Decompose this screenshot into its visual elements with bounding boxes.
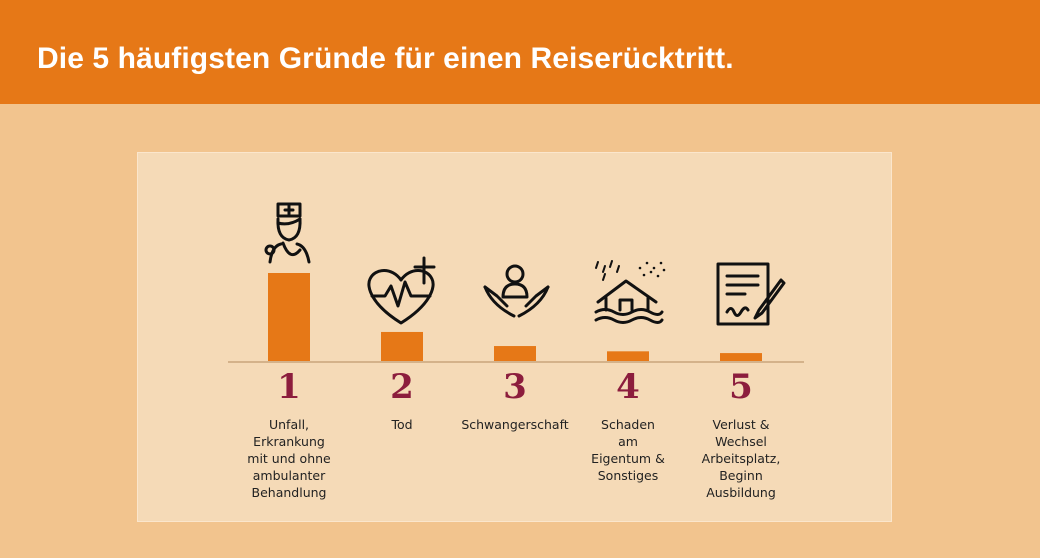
doctor-icon	[264, 202, 311, 264]
chart-panel	[137, 152, 892, 522]
bar-1	[268, 273, 310, 361]
page-title: Die 5 häufigsten Gründe für einen Reiser…	[37, 42, 734, 75]
bar-5	[720, 353, 762, 361]
bar-3	[494, 346, 536, 361]
bar-2	[381, 331, 423, 361]
rank-label-5: 5	[729, 367, 753, 407]
category-label-3: Schwangerschaft	[461, 417, 569, 432]
category-label-2: Tod	[391, 417, 413, 432]
header-bar: Die 5 häufigsten Gründe für einen Reiser…	[0, 0, 1040, 104]
signed-document-icon	[716, 262, 786, 326]
category-label-1: Unfall, Erkrankung mit und ohne ambulant…	[247, 417, 331, 500]
category-label-5: Verlust & Wechsel Arbeitsplatz, Beginn A…	[701, 417, 781, 500]
hands-baby-icon	[483, 264, 550, 318]
bar-4	[607, 351, 649, 361]
rank-label-3: 3	[503, 367, 527, 407]
flooded-house-icon	[594, 260, 666, 324]
category-label-4: Schaden am Eigentum & Sonstiges	[591, 417, 665, 483]
heart-cross-icon	[367, 256, 436, 325]
rank-label-4: 4	[616, 367, 640, 407]
rank-label-1: 1	[277, 367, 301, 407]
rank-label-2: 2	[390, 367, 414, 407]
